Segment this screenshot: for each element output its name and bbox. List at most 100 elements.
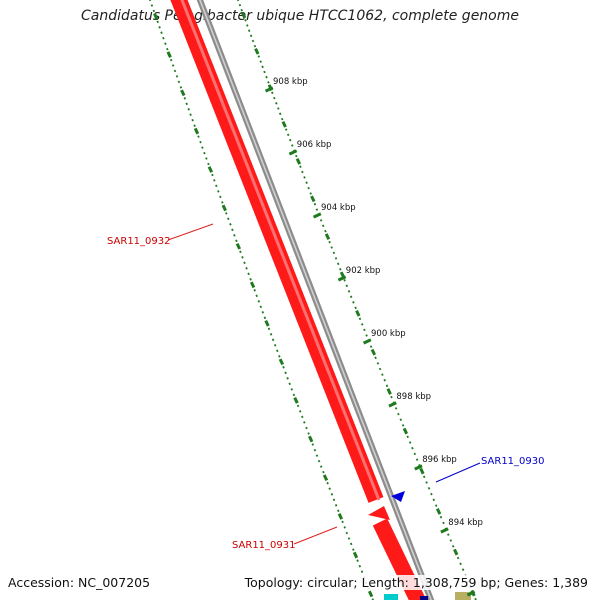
gc-dot bbox=[257, 300, 261, 303]
gc-dot bbox=[343, 279, 346, 282]
gc-dot bbox=[307, 186, 310, 190]
gc-dot bbox=[264, 319, 270, 327]
genome-backbone-highlight bbox=[199, 0, 432, 600]
gc-dot bbox=[276, 349, 279, 353]
genome-summary: Topology: circular; Length: 1,308,759 bp… bbox=[242, 575, 590, 590]
tick-label: 894 kbp bbox=[448, 518, 483, 528]
tick-label: 902 kbp bbox=[346, 266, 381, 276]
gc-dot bbox=[164, 42, 167, 45]
gc-dot bbox=[215, 184, 218, 188]
gc-dot bbox=[236, 0, 240, 2]
gc-dot bbox=[193, 124, 196, 127]
gc-dot bbox=[311, 443, 315, 446]
gc-dot bbox=[339, 268, 342, 271]
gc-dot bbox=[243, 261, 246, 265]
gc-dot bbox=[263, 70, 266, 74]
gc-dot bbox=[213, 179, 216, 182]
gc-dot bbox=[247, 272, 250, 276]
gc-dot bbox=[217, 190, 220, 193]
gc-dot bbox=[291, 144, 294, 147]
gc-dot bbox=[397, 412, 400, 416]
gc-dot bbox=[328, 240, 331, 244]
gc-dot bbox=[241, 256, 244, 259]
gene-sar11-0932[interactable] bbox=[170, 0, 384, 503]
gc-dot bbox=[322, 474, 329, 482]
gc-dot bbox=[166, 51, 172, 58]
label-sar11-0932[interactable]: SAR11_0932 bbox=[107, 236, 171, 247]
tick-label: 904 kbp bbox=[321, 203, 356, 213]
gc-dot bbox=[315, 208, 319, 211]
gc-dot bbox=[427, 487, 431, 490]
gc-dot bbox=[207, 166, 214, 173]
gc-dot bbox=[365, 334, 368, 337]
gc-dot bbox=[193, 127, 200, 135]
gc-dot bbox=[288, 382, 291, 386]
tick-mark bbox=[466, 590, 476, 597]
gc-dot bbox=[275, 102, 278, 105]
gc-dot bbox=[334, 504, 338, 507]
gene-sar11-0930[interactable] bbox=[391, 491, 405, 502]
gc-dot bbox=[337, 513, 344, 520]
label-sar11-0930[interactable]: SAR11_0930 bbox=[481, 456, 545, 467]
gc-dot bbox=[201, 146, 204, 149]
callout-line-sar11-0931 bbox=[293, 526, 338, 545]
gc-dot bbox=[422, 475, 426, 479]
gc-dot bbox=[197, 135, 200, 138]
gene-sar11-0931-arrowhead bbox=[368, 506, 390, 520]
callout-line-sar11-0930 bbox=[435, 462, 481, 483]
gc-dot bbox=[332, 251, 336, 255]
gc-dot bbox=[295, 158, 302, 165]
tick-mark bbox=[288, 149, 298, 156]
gene-sar11-0932-shading bbox=[180, 0, 381, 501]
gc-dot bbox=[255, 294, 258, 298]
gc-dot bbox=[249, 278, 252, 281]
gc-dot bbox=[259, 60, 262, 63]
gc-dot bbox=[277, 107, 280, 110]
gc-dot bbox=[221, 201, 224, 204]
gc-track-inner bbox=[148, 0, 375, 600]
gene-sar11-0931[interactable] bbox=[372, 518, 427, 600]
label-sar11-0931[interactable]: SAR11_0931 bbox=[232, 540, 296, 551]
gc-dot bbox=[211, 173, 214, 177]
tick-mark bbox=[388, 401, 397, 408]
gc-dot bbox=[459, 562, 462, 566]
gc-dot bbox=[267, 81, 270, 84]
gc-dot bbox=[171, 64, 175, 67]
gc-dot bbox=[310, 195, 316, 203]
gc-dot bbox=[153, 13, 159, 20]
gc-dot bbox=[288, 138, 292, 142]
gc-dot bbox=[231, 228, 234, 232]
gc-dot bbox=[447, 533, 450, 536]
gc-dot bbox=[321, 224, 325, 228]
gc-dot bbox=[419, 467, 425, 475]
gene-navy-partial bbox=[420, 596, 428, 600]
gc-dot bbox=[254, 47, 260, 55]
gc-dot bbox=[456, 556, 460, 560]
gc-dot bbox=[453, 548, 459, 556]
gc-dot bbox=[271, 91, 274, 95]
gc-dot bbox=[411, 446, 414, 450]
gc-dot bbox=[235, 242, 242, 250]
gc-dot bbox=[334, 257, 338, 260]
gc-dot bbox=[191, 118, 194, 122]
gc-dot bbox=[439, 515, 443, 519]
gc-dot bbox=[413, 452, 417, 456]
tick-mark bbox=[264, 86, 274, 93]
gc-dot bbox=[281, 120, 287, 128]
gc-dot bbox=[378, 367, 382, 371]
gc-dot bbox=[199, 140, 202, 144]
gc-dot bbox=[177, 80, 181, 84]
gc-dot bbox=[324, 229, 327, 233]
gc-dot bbox=[259, 305, 263, 309]
gc-dot bbox=[386, 388, 392, 395]
gc-dot bbox=[158, 26, 161, 29]
gc-dot bbox=[317, 459, 321, 463]
gc-dot bbox=[341, 520, 344, 524]
gc-dot bbox=[451, 545, 455, 548]
gc-dot bbox=[280, 117, 284, 121]
tick-mark bbox=[414, 464, 423, 471]
gc-dot bbox=[244, 19, 247, 22]
gc-dot bbox=[296, 404, 300, 408]
gc-dot bbox=[358, 317, 362, 321]
